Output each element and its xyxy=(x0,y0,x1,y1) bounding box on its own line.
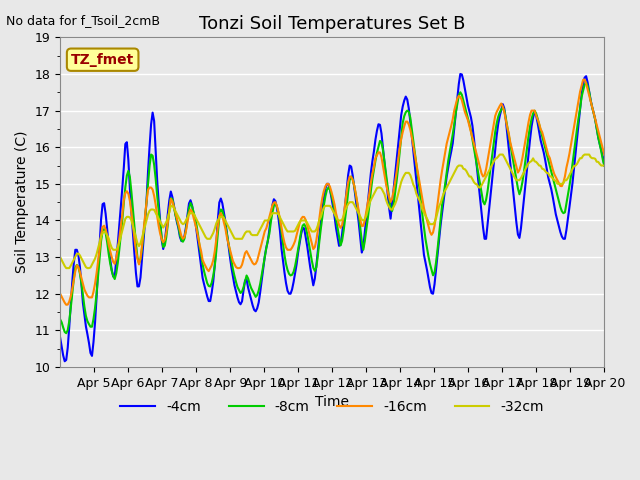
-8cm xyxy=(125,168,132,174)
Line: -16cm: -16cm xyxy=(60,80,604,305)
Y-axis label: Soil Temperature (C): Soil Temperature (C) xyxy=(15,131,29,274)
Legend: -4cm, -8cm, -16cm, -32cm: -4cm, -8cm, -16cm, -32cm xyxy=(115,394,550,420)
X-axis label: Time: Time xyxy=(316,396,349,409)
-16cm xyxy=(125,191,132,197)
-8cm xyxy=(238,288,246,294)
-16cm xyxy=(580,77,588,83)
-32cm xyxy=(56,254,64,260)
-8cm xyxy=(582,80,590,85)
-4cm xyxy=(600,163,608,168)
-16cm xyxy=(238,262,246,267)
-4cm xyxy=(56,335,64,341)
-32cm xyxy=(573,161,581,167)
-8cm xyxy=(247,285,255,291)
-8cm xyxy=(220,214,228,219)
Title: Tonzi Soil Temperatures Set B: Tonzi Soil Temperatures Set B xyxy=(199,15,465,33)
-4cm xyxy=(573,136,581,142)
-4cm xyxy=(125,157,132,163)
-8cm xyxy=(600,163,608,168)
-16cm xyxy=(62,302,70,308)
Line: -4cm: -4cm xyxy=(60,74,604,361)
-4cm xyxy=(61,359,68,364)
-32cm xyxy=(220,215,228,221)
-32cm xyxy=(600,163,608,168)
Text: TZ_fmet: TZ_fmet xyxy=(71,53,134,67)
-4cm xyxy=(247,297,255,302)
-4cm xyxy=(296,240,303,246)
-32cm xyxy=(247,231,255,237)
-32cm xyxy=(62,265,70,271)
-16cm xyxy=(56,291,64,297)
Text: No data for f_Tsoil_2cmB: No data for f_Tsoil_2cmB xyxy=(6,14,161,27)
-4cm xyxy=(220,209,228,215)
-8cm xyxy=(296,238,303,243)
-4cm xyxy=(238,299,246,304)
-8cm xyxy=(56,316,64,322)
-32cm xyxy=(296,219,303,225)
-4cm xyxy=(456,71,464,77)
-16cm xyxy=(247,257,255,263)
Line: -32cm: -32cm xyxy=(60,155,604,268)
-16cm xyxy=(296,220,303,226)
-8cm xyxy=(62,330,70,336)
-16cm xyxy=(572,115,579,121)
-16cm xyxy=(220,219,228,225)
-8cm xyxy=(572,138,579,144)
-16cm xyxy=(600,152,608,157)
-32cm xyxy=(238,236,246,242)
Line: -8cm: -8cm xyxy=(60,83,604,333)
-32cm xyxy=(125,214,132,220)
-32cm xyxy=(496,152,504,157)
